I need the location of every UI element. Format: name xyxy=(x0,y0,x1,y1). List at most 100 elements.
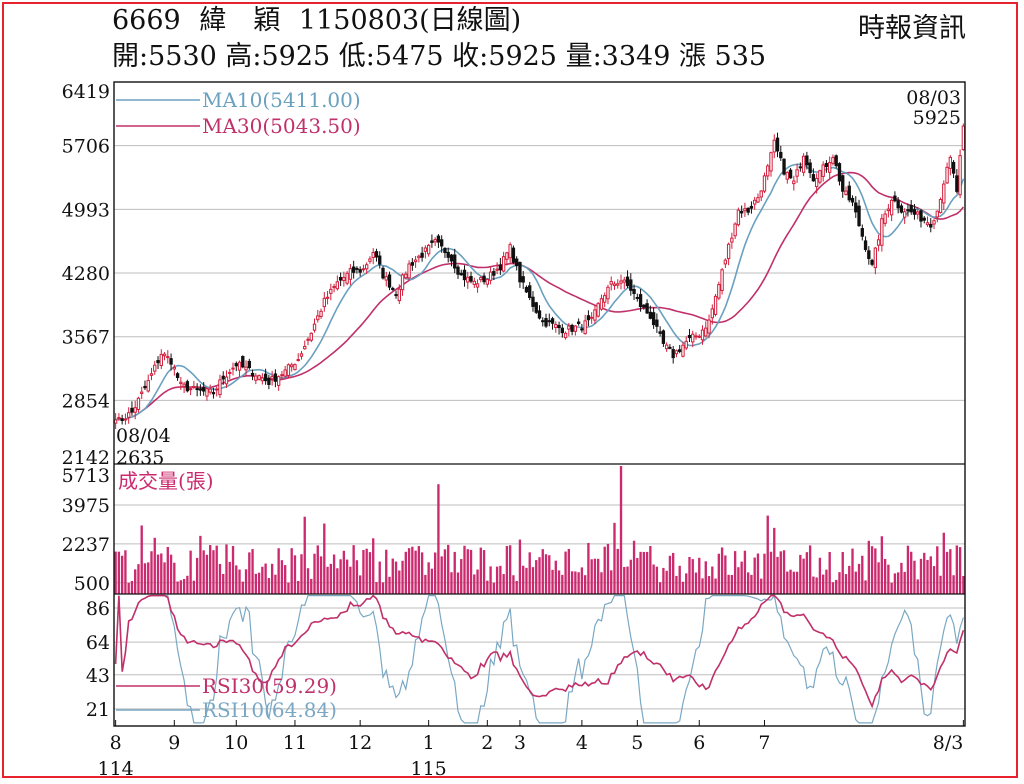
volume-bar xyxy=(319,556,323,594)
chart-date-type: 1150803(日線圖) xyxy=(298,5,522,36)
ma30-legend-label: MA30(5043.50) xyxy=(202,114,361,138)
candle-body xyxy=(286,364,291,376)
candle-body xyxy=(120,418,124,422)
volume-bar xyxy=(962,575,965,594)
rsi-tick-label: 43 xyxy=(86,665,110,687)
candle-body xyxy=(459,272,463,276)
volume-bar xyxy=(469,549,473,594)
candle-body xyxy=(371,251,375,258)
volume-bar xyxy=(583,575,587,594)
candle-body xyxy=(801,155,806,173)
candle-body xyxy=(361,268,366,271)
candle-body xyxy=(149,373,154,376)
volume-bar xyxy=(913,560,916,594)
rsi-tick-label: 64 xyxy=(86,632,110,654)
volume-bar xyxy=(495,566,499,594)
candle-body xyxy=(736,209,741,226)
x-tick-label: 9 xyxy=(168,732,180,754)
candle-body xyxy=(563,332,568,339)
candle-body xyxy=(609,281,613,285)
volume-bar xyxy=(548,555,551,594)
x-tick-label: 6 xyxy=(693,732,705,754)
candle-body xyxy=(221,375,225,380)
candle-body xyxy=(319,310,323,317)
candle-body xyxy=(244,366,248,371)
volume-bar xyxy=(926,559,929,594)
candle-body xyxy=(658,331,662,334)
x-tick-sublabel: 114 xyxy=(97,758,133,780)
candle-body xyxy=(547,320,551,323)
candle-body xyxy=(374,251,379,258)
candle-body xyxy=(283,369,287,377)
volume-bar xyxy=(443,549,447,594)
candle-body xyxy=(316,315,320,321)
candle-body xyxy=(143,385,147,389)
volume-bar xyxy=(391,558,394,594)
candle-body xyxy=(899,205,904,213)
volume-bar xyxy=(688,556,691,594)
volume-bar xyxy=(189,550,192,594)
volume-bar xyxy=(828,552,831,594)
volume-bar xyxy=(499,565,502,594)
candle-body xyxy=(873,247,878,269)
candle-body xyxy=(169,358,173,365)
candle-body xyxy=(254,375,258,381)
low-value-annotation: 2635 xyxy=(116,447,164,469)
candle-body xyxy=(717,284,721,299)
volume-bar xyxy=(815,577,818,594)
candle-body xyxy=(694,335,698,338)
candle-body xyxy=(762,175,767,192)
volume-bar xyxy=(450,572,453,594)
volume-bar xyxy=(724,555,727,594)
volume-bar xyxy=(903,571,906,594)
volume-bar xyxy=(861,555,864,594)
candle-body xyxy=(475,283,480,288)
volume-bar xyxy=(685,573,688,594)
volume-bar xyxy=(137,564,140,594)
candle-body xyxy=(446,251,450,258)
candle-body xyxy=(743,208,747,212)
candle-body xyxy=(306,338,310,341)
volume-bar xyxy=(672,552,675,594)
volume-bar xyxy=(544,554,548,594)
volume-bar xyxy=(254,573,258,594)
volume-bar xyxy=(261,566,264,594)
candle-body xyxy=(325,296,330,299)
candle-body xyxy=(436,235,441,243)
candle-body xyxy=(779,151,783,159)
candle-body xyxy=(322,297,326,308)
volume-bar xyxy=(795,571,799,594)
candle-body xyxy=(756,197,760,203)
x-tick-label: 10 xyxy=(224,732,248,754)
volume-bar xyxy=(460,559,463,594)
volume-bar xyxy=(150,551,153,594)
volume-bar xyxy=(593,558,597,594)
volume-bar xyxy=(740,561,743,594)
volume-bar xyxy=(747,572,750,594)
volume-tick-label: 3975 xyxy=(62,495,110,517)
candle-body xyxy=(589,316,594,319)
volume-bar xyxy=(375,582,378,594)
candle-body xyxy=(273,373,278,382)
candle-body xyxy=(384,276,388,281)
volume-bar xyxy=(808,545,812,594)
candle-body xyxy=(381,267,385,279)
volume-bar xyxy=(551,569,554,594)
volume-bar xyxy=(857,563,861,594)
volume-bar xyxy=(179,580,183,594)
volume-tick-label: 2237 xyxy=(62,534,110,556)
candle-body xyxy=(267,377,271,385)
candle-body xyxy=(844,190,848,195)
volume-bar xyxy=(222,573,225,594)
volume-bar xyxy=(473,574,476,594)
volume-bar xyxy=(835,579,838,594)
volume-bar xyxy=(870,546,874,594)
volume-bar xyxy=(378,561,381,594)
volume-bar xyxy=(668,555,672,594)
candle-body xyxy=(430,240,434,243)
volume-bar xyxy=(388,576,391,594)
candle-body xyxy=(619,280,623,284)
volume-bar xyxy=(394,561,398,594)
volume-bar xyxy=(463,545,466,594)
